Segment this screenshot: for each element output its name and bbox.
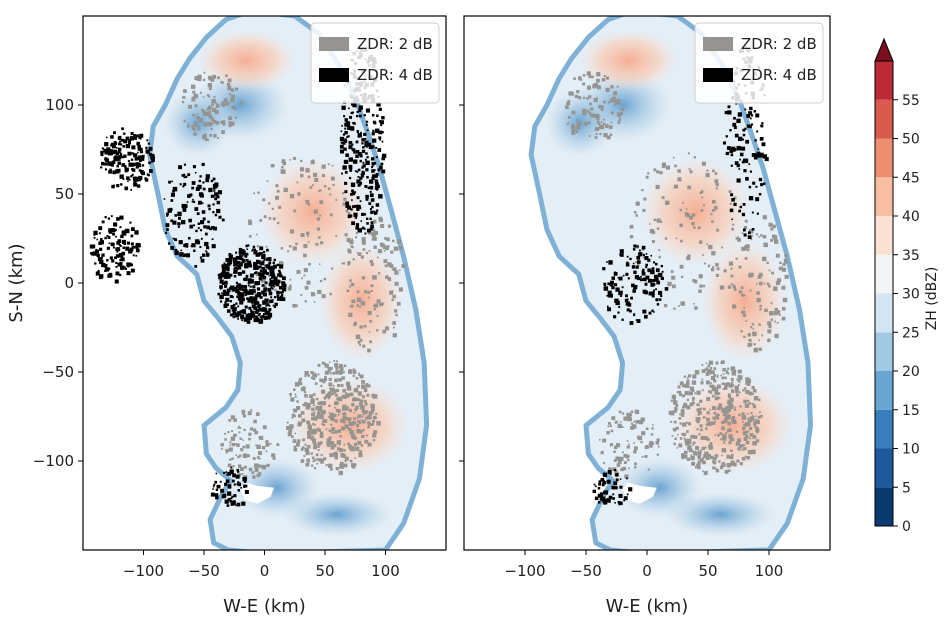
panel-2-zone-warm <box>579 30 678 91</box>
panel-1-x-tick-label: −50 <box>188 562 220 580</box>
panel-1-zdr-4db-cluster <box>217 244 287 324</box>
colorbar-tick-label: 0 <box>902 519 911 535</box>
panel-1-zdr-2db-cluster <box>220 409 280 480</box>
panel-1-zone-warm <box>197 30 295 91</box>
colorbar-tick-label: 45 <box>902 170 920 186</box>
panel-1-plot-area <box>89 16 430 550</box>
panel-1-y-tick-label: 0 <box>64 274 74 292</box>
panel-1-zdr-4db-cluster <box>100 127 155 191</box>
legend-label: ZDR: 2 dB <box>357 35 433 53</box>
panel-1-zdr-2db-cluster <box>181 71 244 142</box>
legend-label: ZDR: 4 dB <box>357 66 433 84</box>
colorbar-segment <box>875 61 893 100</box>
colorbar: 0 5 10 15 20 25 30 35 40 45 50 55 ZH (dBZ) <box>874 37 940 535</box>
panel-2-x-tick-label: −100 <box>504 562 545 580</box>
legend-swatch <box>319 68 349 82</box>
colorbar-label: ZH (dBZ) <box>924 267 940 331</box>
colorbar-tick-label: 10 <box>902 442 920 458</box>
colorbar-tick-label: 5 <box>902 480 911 496</box>
panel-2-zdr-2db-cluster <box>668 360 763 476</box>
panel-2-plot-area <box>528 16 813 550</box>
panel-1-x-tick-label: 0 <box>260 562 270 580</box>
panel-2-x-tick-label: −50 <box>570 562 602 580</box>
panel-1-x-tick-label: 100 <box>371 562 400 580</box>
panel-1-x-axis-label: W-E (km) <box>223 596 306 617</box>
panel-1-y-tick-label: −50 <box>42 363 74 381</box>
panel-1-x-tick-label: 50 <box>315 562 334 580</box>
panel-1-zone-cool <box>164 88 232 157</box>
colorbar-tick-label: 55 <box>902 93 920 109</box>
colorbar-segment <box>875 487 893 526</box>
panel-2-zone-warm <box>701 239 788 362</box>
panel-2-x-axis-label: W-E (km) <box>606 596 689 617</box>
colorbar-segment <box>875 332 893 371</box>
colorbar-tick-label: 20 <box>902 364 920 380</box>
panel-2-zdr-2db-cluster <box>599 409 660 479</box>
colorbar-segment <box>875 371 893 410</box>
panel-2-zdr-2db-cluster <box>727 215 789 353</box>
panel-1-echo-gap <box>240 482 275 504</box>
panel-1-zdr-2db-cluster <box>248 156 354 308</box>
colorbar-tick-label: 50 <box>902 132 920 148</box>
panel-1-y-tick-label: 50 <box>55 185 74 203</box>
colorbar-tick-label: 25 <box>902 325 920 341</box>
legend-swatch <box>703 68 733 82</box>
legend-label: ZDR: 2 dB <box>741 35 817 53</box>
colorbar-tick-label: 30 <box>902 287 920 303</box>
colorbar-tick-label: 15 <box>902 403 920 419</box>
colorbar-segment <box>875 216 893 255</box>
panel-2-zdr-4db-cluster <box>592 468 633 506</box>
panel-1-y-axis-label: S-N (km) <box>6 243 27 322</box>
panel-2-zone-warm <box>640 156 751 267</box>
panel-2-x-tick-label: 100 <box>755 562 784 580</box>
panel-2-x-tick-label: 50 <box>698 562 717 580</box>
colorbar-segment <box>875 138 893 178</box>
panel-1-zdr-4db-cluster <box>163 162 225 268</box>
legend-swatch <box>319 37 349 51</box>
legend-label: ZDR: 4 dB <box>741 66 817 84</box>
panel-2-zdr-2db-cluster <box>629 152 741 310</box>
colorbar-segment <box>875 409 893 449</box>
panel-1-zdr-4db-cluster <box>210 466 249 507</box>
colorbar-extend-arrow <box>874 37 894 62</box>
panel-1-zdr-2db-cluster <box>286 360 381 476</box>
panel-1-x-tick-label: −100 <box>123 562 164 580</box>
panel-2-legend: ZDR: 2 dB ZDR: 4 dB <box>694 22 824 104</box>
legend-swatch <box>703 37 733 51</box>
panel-1-y-tick-label: 100 <box>45 96 74 114</box>
colorbar-segment <box>875 99 893 139</box>
colorbar-tick-label: 40 <box>902 209 920 225</box>
colorbar-segment <box>875 293 893 333</box>
panel-2-zdr-2db-cluster <box>564 71 625 140</box>
colorbar-segment <box>875 254 893 294</box>
colorbar-segment <box>875 177 893 216</box>
panel-2-zdr-4db-cluster <box>602 244 669 325</box>
panel-1-zone-warm <box>258 157 368 267</box>
panel-1-zone-cool <box>282 492 392 537</box>
panel-1-zdr-2db-cluster <box>346 216 406 353</box>
panel-1-zdr-4db-cluster <box>89 215 141 284</box>
colorbar-segment <box>875 448 893 488</box>
panel-1-legend: ZDR: 2 dB ZDR: 4 dB <box>310 22 440 104</box>
colorbar-tick-label: 35 <box>902 248 920 264</box>
panel-2-x-tick-label: 0 <box>642 562 652 580</box>
panel-1-y-tick-label: −100 <box>33 452 74 470</box>
panel-2-zone-cool <box>665 492 776 537</box>
